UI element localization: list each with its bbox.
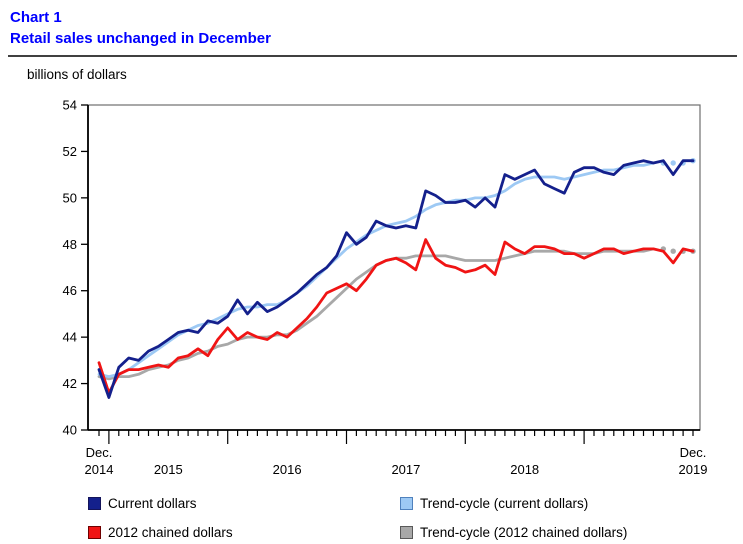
series-dot-trend-cycle-2012-chained-dollars <box>670 248 676 254</box>
legend-item-trend-cycle-current-dollars: Trend-cycle (current dollars) <box>400 496 627 511</box>
x-label-start-year: 2014 <box>85 462 114 477</box>
y-tick-label: 46 <box>63 283 77 298</box>
x-year-label: 2016 <box>273 462 302 477</box>
legend-swatch-trend-cycle-2012-chained-dollars <box>400 526 413 539</box>
legend-label-trend-cycle-current-dollars: Trend-cycle (current dollars) <box>420 496 589 511</box>
x-label-end-year: 2019 <box>679 462 708 477</box>
series-dot-trend-cycle-current-dollars <box>670 160 676 166</box>
chart-title: Retail sales unchanged in December <box>10 30 271 47</box>
legend-label-2012-chained-dollars: 2012 chained dollars <box>108 525 233 540</box>
y-tick-label: 44 <box>63 330 77 345</box>
legend-label-current-dollars: Current dollars <box>108 496 197 511</box>
y-axis-unit-label: billions of dollars <box>27 67 127 82</box>
legend-item-current-dollars: Current dollars <box>88 496 400 511</box>
legend-swatch-2012-chained-dollars <box>88 526 101 539</box>
x-year-label: 2017 <box>391 462 420 477</box>
series-line-2012-chained-dollars <box>97 238 695 395</box>
series-line-trend-cycle-2012-chained-dollars <box>97 247 655 381</box>
legend-label-trend-cycle-2012-chained-dollars: Trend-cycle (2012 chained dollars) <box>420 525 628 540</box>
legend-item-2012-chained-dollars: 2012 chained dollars <box>88 525 400 540</box>
x-label-end-month: Dec. <box>680 445 707 460</box>
legend-swatch-current-dollars <box>88 497 101 510</box>
y-tick-label: 50 <box>63 190 77 205</box>
chart-number-label: Chart 1 <box>10 9 62 26</box>
series-line-trend-cycle-current-dollars <box>97 161 655 379</box>
x-year-label: 2015 <box>154 462 183 477</box>
x-label-start-month: Dec. <box>86 445 113 460</box>
x-year-label: 2018 <box>510 462 539 477</box>
y-tick-label: 40 <box>63 423 77 438</box>
y-tick-label: 52 <box>63 144 77 159</box>
legend-item-trend-cycle-2012-chained-dollars: Trend-cycle (2012 chained dollars) <box>400 525 627 540</box>
y-tick-label: 42 <box>63 376 77 391</box>
legend-swatch-trend-cycle-current-dollars <box>400 497 413 510</box>
plot-frame <box>87 104 701 431</box>
y-tick-label: 54 <box>63 98 77 113</box>
retail-sales-line-chart: 40 42 44 46 48 50 52 54 Dec. 2014 2015 2016 2017 2018… <box>63 98 708 478</box>
title-separator-rule <box>8 55 737 57</box>
chart-legend: Current dollars Trend-cycle (current dol… <box>88 496 627 540</box>
chart-header: Chart 1 Retail sales unchanged in Decemb… <box>10 7 271 49</box>
series-line-current-dollars <box>97 159 695 399</box>
y-tick-label: 48 <box>63 237 77 252</box>
